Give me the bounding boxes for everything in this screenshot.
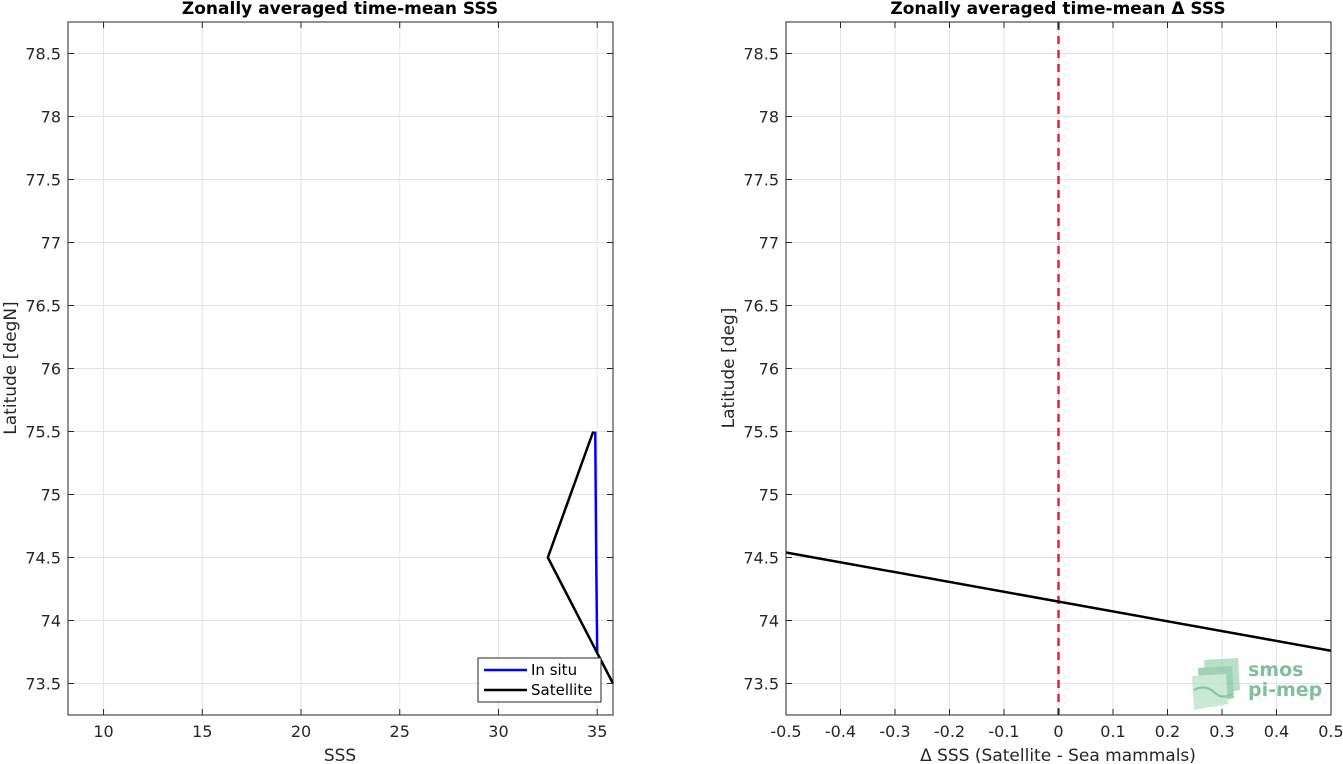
delta-x-axis-label: Δ SSS (Satellite - Sea mammals) bbox=[920, 746, 1196, 764]
delta-y-tick-label: 78 bbox=[759, 108, 779, 127]
sss-x-ticks: 10 15 20 25 30 35 bbox=[93, 22, 607, 741]
delta-y-tick-label: 74.5 bbox=[743, 549, 779, 568]
legend-label-satellite: Satellite bbox=[531, 681, 592, 699]
delta-x-tick-label: -0.2 bbox=[934, 722, 965, 741]
sss-y-tick-label: 78.5 bbox=[25, 45, 61, 64]
sss-series bbox=[546, 431, 615, 685]
sss-y-tick-label: 77 bbox=[41, 234, 61, 253]
delta-x-tick-label: 0.3 bbox=[1209, 722, 1234, 741]
series-line-delta bbox=[785, 551, 1332, 652]
sss-y-tick-label: 76 bbox=[41, 360, 61, 379]
logo-line-1: smos bbox=[1248, 659, 1303, 681]
sss-y-tick-label: 78 bbox=[41, 108, 61, 127]
delta-y-axis-label: Latitude [deg] bbox=[719, 308, 739, 429]
delta-x-ticks: -0.5 -0.4 -0.3 -0.2 -0.1 0 0.1 0.2 0.3 0.4 0.5 bbox=[770, 22, 1343, 741]
sss-y-axis-label: Latitude [degN] bbox=[1, 301, 21, 434]
sss-y-ticks: 73.5 74 74.5 75 75.5 76 76.5 77 77.5 78 78.5 bbox=[25, 45, 613, 694]
sss-grid bbox=[68, 22, 613, 715]
sss-panel: 10 15 20 25 30 35 73.5 74 74.5 75 75.5 76 76.5 77 77.… bbox=[1, 0, 615, 764]
sss-y-tick-label: 77.5 bbox=[25, 171, 61, 190]
delta-sss-panel: -0.5 -0.4 -0.3 -0.2 -0.1 0 0.1 0.2 0.3 0.4 0.5 73.… bbox=[719, 0, 1343, 764]
sss-y-tick-label: 75 bbox=[41, 486, 61, 505]
sss-x-tick-label: 35 bbox=[587, 722, 607, 741]
delta-y-tick-label: 75.5 bbox=[743, 423, 779, 442]
sss-y-tick-label: 76.5 bbox=[25, 297, 61, 316]
delta-chart-title: Zonally averaged time-mean Δ SSS bbox=[890, 0, 1225, 19]
delta-y-tick-label: 74 bbox=[759, 612, 779, 631]
delta-y-ticks: 73.5 74 74.5 75 75.5 76 76.5 77 77.5 78 78.5 bbox=[743, 45, 1331, 694]
sss-x-tick-label: 10 bbox=[93, 722, 113, 741]
sss-y-tick-label: 74 bbox=[41, 612, 61, 631]
series-line-satellite bbox=[546, 431, 615, 685]
delta-y-tick-label: 78.5 bbox=[743, 45, 779, 64]
logo-line-2: pi-mep bbox=[1248, 679, 1322, 701]
legend-label-in-situ: In situ bbox=[531, 661, 577, 679]
sss-x-tick-label: 30 bbox=[488, 722, 508, 741]
delta-y-tick-label: 76 bbox=[759, 360, 779, 379]
legend-box bbox=[477, 657, 602, 703]
legend: In situ Satellite bbox=[477, 657, 602, 703]
sss-x-tick-label: 25 bbox=[390, 722, 410, 741]
sss-x-axis-label: SSS bbox=[324, 746, 356, 764]
smos-pi-mep-logo: smos pi-mep bbox=[1192, 658, 1322, 710]
delta-x-tick-label: 0.2 bbox=[1155, 722, 1180, 741]
delta-x-tick-label: -0.4 bbox=[825, 722, 856, 741]
delta-x-tick-label: -0.1 bbox=[988, 722, 1019, 741]
delta-series bbox=[785, 551, 1332, 652]
sss-x-tick-label: 20 bbox=[291, 722, 311, 741]
sss-y-tick-label: 74.5 bbox=[25, 549, 61, 568]
logo-wave-icon bbox=[1192, 658, 1240, 710]
delta-x-tick-label: -0.5 bbox=[770, 722, 801, 741]
delta-x-tick-label: 0.5 bbox=[1318, 722, 1343, 741]
delta-x-tick-label: -0.3 bbox=[879, 722, 910, 741]
delta-x-tick-label: 0.1 bbox=[1100, 722, 1125, 741]
delta-y-tick-label: 77.5 bbox=[743, 171, 779, 190]
sss-y-tick-label: 75.5 bbox=[25, 423, 61, 442]
series-line-in-situ bbox=[593, 431, 599, 653]
sss-x-tick-label: 15 bbox=[192, 722, 212, 741]
delta-y-tick-label: 75 bbox=[759, 486, 779, 505]
sss-chart-title: Zonally averaged time-mean SSS bbox=[182, 0, 498, 19]
delta-y-tick-label: 77 bbox=[759, 234, 779, 253]
delta-x-tick-label: 0 bbox=[1053, 722, 1063, 741]
delta-y-tick-label: 76.5 bbox=[743, 297, 779, 316]
delta-x-tick-label: 0.4 bbox=[1264, 722, 1289, 741]
sss-y-tick-label: 73.5 bbox=[25, 675, 61, 694]
delta-y-tick-label: 73.5 bbox=[743, 675, 779, 694]
